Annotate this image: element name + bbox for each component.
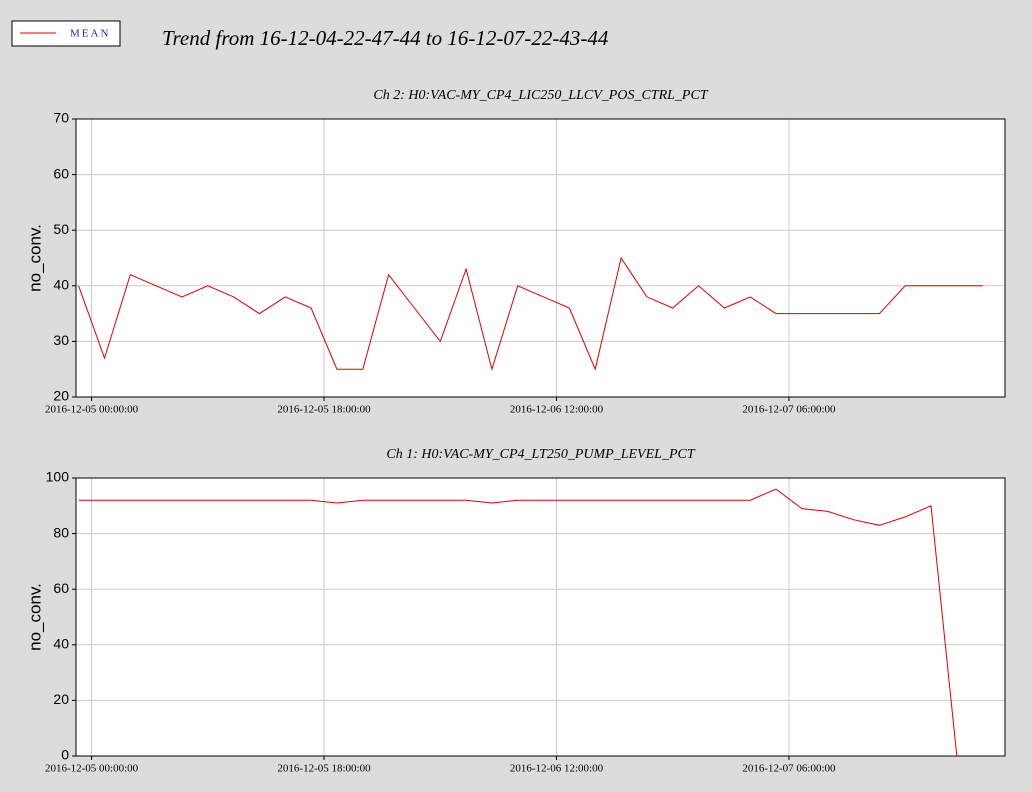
plot-frame: [75, 118, 1006, 398]
x-tick-label: 2016-12-06 12:00:00: [510, 404, 604, 416]
x-tick-label: 2016-12-07 06:00:00: [742, 404, 836, 416]
y-tick-label: 50: [53, 221, 69, 237]
x-tick-label: 2016-12-05 18:00:00: [277, 404, 371, 416]
plot-area: [76, 119, 1005, 397]
plot-frame: [75, 477, 1006, 757]
y-tick-label: 70: [53, 110, 69, 126]
data-line: [78, 488, 958, 757]
legend-label: MEAN: [70, 28, 110, 40]
x-tick-label: 2016-12-07 06:00:00: [742, 763, 836, 775]
y-tick-label: 0: [61, 747, 69, 763]
x-tick-label: 2016-12-05 18:00:00: [277, 763, 371, 775]
page-title: Trend from 16-12-04-22-47-44 to 16-12-07…: [162, 26, 609, 50]
y-tick-label: 40: [53, 636, 69, 652]
x-tick-label: 2016-12-05 00:00:00: [45, 404, 139, 416]
plot-area: [76, 478, 1005, 756]
y-tick-label: 20: [53, 388, 69, 404]
data-line: [78, 256, 983, 372]
y-tick-label: 100: [46, 469, 70, 485]
chart-title: Ch 2: H0:VAC-MY_CP4_LIC250_LLCV_POS_CTRL…: [373, 88, 708, 103]
y-tick-label: 80: [53, 524, 69, 540]
y-tick-label: 60: [53, 165, 69, 181]
y-axis-label: no_conv.: [25, 224, 44, 292]
y-tick-label: 40: [53, 277, 69, 293]
x-tick-label: 2016-12-05 00:00:00: [45, 763, 139, 775]
y-tick-label: 20: [53, 691, 69, 707]
y-axis-label: no_conv.: [25, 583, 44, 651]
y-tick-label: 60: [53, 580, 69, 596]
chart-title: Ch 1: H0:VAC-MY_CP4_LT250_PUMP_LEVEL_PCT: [386, 447, 695, 462]
y-tick-label: 30: [53, 332, 69, 348]
x-tick-label: 2016-12-06 12:00:00: [510, 763, 604, 775]
